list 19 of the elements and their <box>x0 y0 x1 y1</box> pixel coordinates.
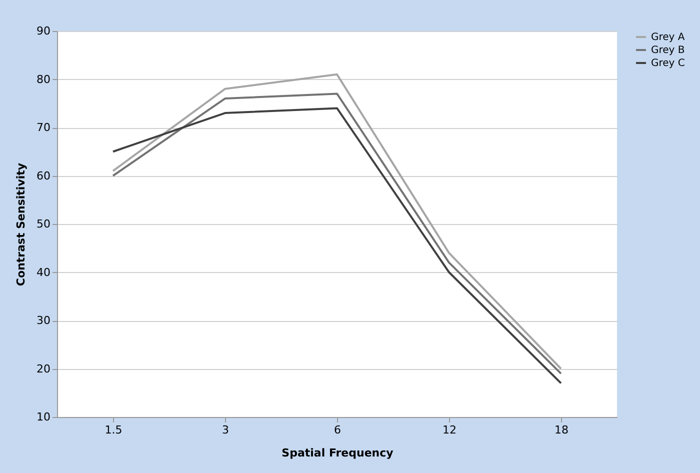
legend-label: Grey C <box>651 58 685 69</box>
y-tick-label: 30 <box>36 314 50 327</box>
y-axis-title: Contrast Sensitivity <box>14 162 28 286</box>
y-tick-label: 60 <box>36 169 50 182</box>
x-tick-label: 12 <box>442 424 456 436</box>
y-tick-label: 70 <box>36 121 50 134</box>
y-tick-label: 20 <box>36 362 50 376</box>
x-axis-title: Spatial Frequency <box>282 446 394 460</box>
y-tick-label: 10 <box>36 410 50 424</box>
y-tick-label: 80 <box>36 72 50 86</box>
legend-label: Grey A <box>651 32 685 43</box>
y-tick-label: 50 <box>36 218 50 230</box>
x-tick-label: 6 <box>334 424 341 436</box>
x-tick-label: 18 <box>554 424 568 436</box>
y-tick-label: 90 <box>36 24 50 38</box>
x-tick-label: 1.5 <box>104 424 122 436</box>
y-tick-label: 40 <box>36 266 50 279</box>
legend-label: Grey B <box>651 45 685 56</box>
x-tick-label: 3 <box>222 424 229 436</box>
